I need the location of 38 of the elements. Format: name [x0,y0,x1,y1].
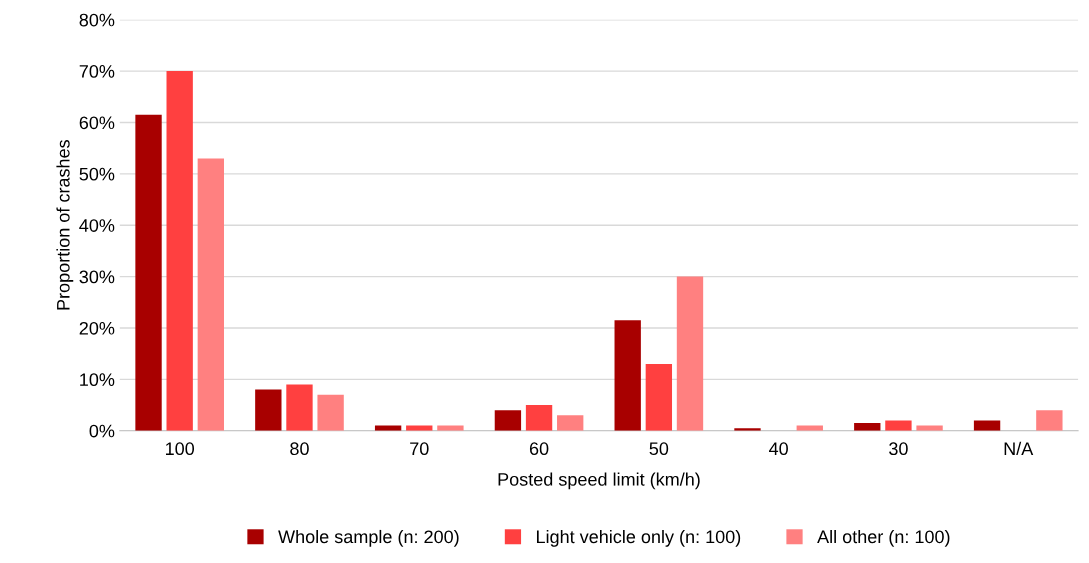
x-tick-label: 80 [290,442,309,456]
y-tick-label: 30% [79,270,115,284]
y-tick-label: 20% [79,321,115,335]
y-tick-label: 80% [79,13,115,27]
bar [166,71,193,431]
bar [557,415,584,431]
x-tick-label: 70 [410,442,429,456]
x-axis-title: Posted speed limit (km/h) [498,472,700,490]
bar [286,384,313,431]
bar [255,389,282,431]
y-tick-label: 10% [80,373,115,387]
x-tick-label: 40 [769,442,788,456]
bar [676,276,704,431]
y-tick-label: 70% [79,65,115,78]
x-tick-label: 50 [649,442,669,456]
bar [494,410,522,431]
y-tick-label: 0% [89,424,115,438]
y-tick-label: 40% [79,219,115,232]
bar [525,405,553,431]
bar [885,420,912,431]
x-tick-label: 100 [166,442,195,456]
legend-label: Light vehicle only (n: 100) [536,529,741,547]
bar [973,420,1001,431]
x-tick-label: 30 [889,442,908,456]
y-tick-label: 50% [79,167,115,181]
bar [645,363,673,431]
bar [135,114,162,431]
bar [1036,410,1063,431]
y-axis-title: Proportion of crashes [56,140,74,310]
y-tick-label: 60% [79,116,115,130]
bar [317,394,344,431]
bar [197,158,225,431]
x-tick-label: 60 [529,442,549,456]
x-tick-label: N/A [1004,441,1034,456]
bar [614,320,641,431]
bar [854,422,881,431]
legend-label: All other (n: 100) [817,529,950,547]
legend-label: Whole sample (n: 200) [278,529,459,547]
